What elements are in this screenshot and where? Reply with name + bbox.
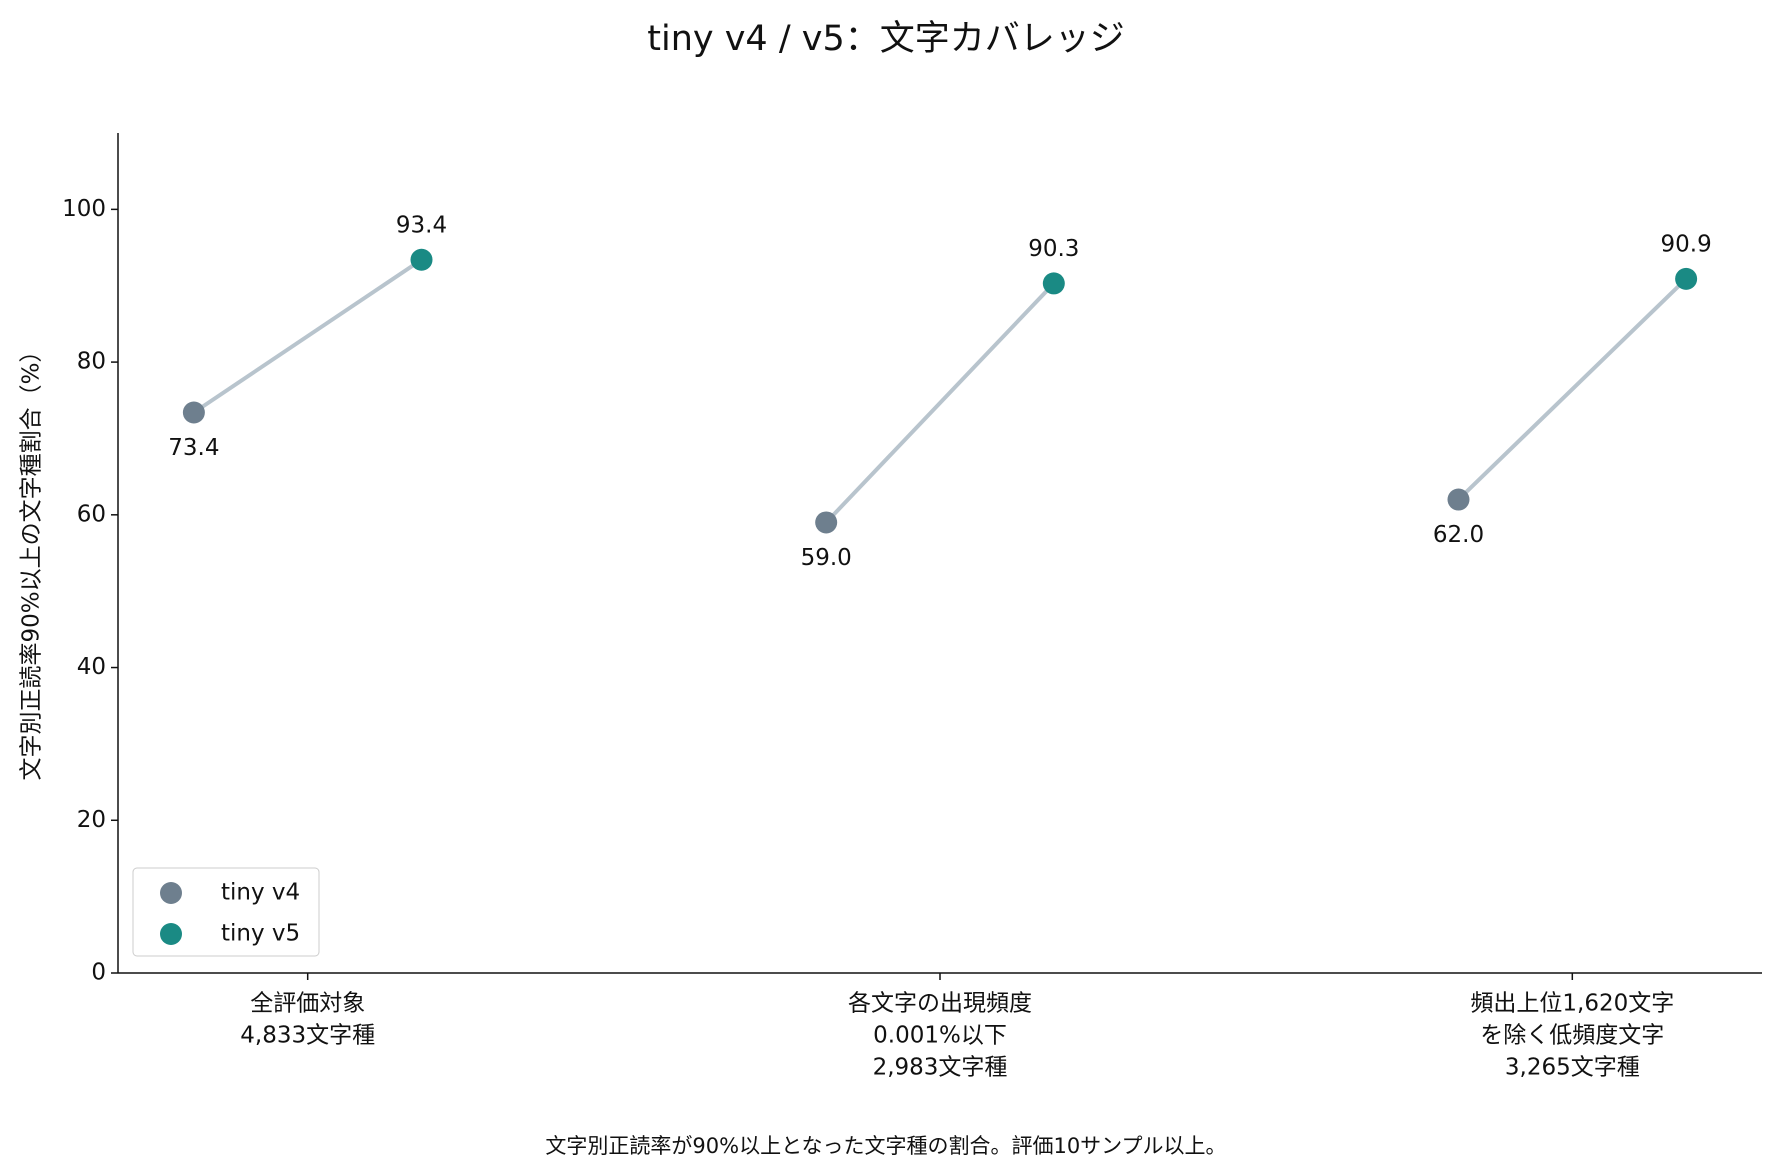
value-label: 62.0 — [1433, 522, 1484, 548]
value-label: 73.4 — [168, 435, 219, 461]
legend-label: tiny v5 — [221, 921, 300, 947]
y-tick-label: 20 — [77, 807, 106, 833]
y-axis-label: 文字別正読率90%以上の文字種割合（%） — [19, 340, 45, 781]
x-tick-label: を除く低頻度文字 — [1480, 1023, 1664, 1049]
legend-label: tiny v4 — [221, 880, 300, 906]
value-label: 90.3 — [1028, 236, 1079, 262]
dot — [182, 401, 205, 424]
y-tick-label: 100 — [62, 196, 106, 222]
x-tick-label: 0.001%以下 — [873, 1023, 1007, 1049]
x-tick-label: 2,983文字種 — [873, 1055, 1008, 1081]
dot — [410, 248, 433, 271]
dot — [1447, 488, 1470, 511]
footnote: 文字別正読率が90%以上となった文字種の割合。評価10サンプル以上。 — [545, 1134, 1226, 1158]
dot — [1042, 272, 1065, 295]
y-tick-label: 80 — [77, 349, 106, 375]
connector — [1457, 277, 1688, 501]
x-tick-label: 3,265文字種 — [1505, 1055, 1640, 1081]
value-label: 59.0 — [801, 545, 852, 571]
dot — [1675, 267, 1698, 290]
value-label: 93.4 — [396, 212, 447, 238]
value-label: 90.9 — [1661, 231, 1712, 257]
x-tick-label: 頻出上位1,620文字 — [1470, 991, 1674, 1017]
y-tick-label: 60 — [77, 501, 106, 527]
connector — [824, 282, 1056, 524]
x-tick-label: 全評価対象 — [250, 991, 365, 1017]
x-tick-label: 4,833文字種 — [240, 1023, 375, 1049]
dot — [815, 511, 838, 534]
connector — [192, 258, 423, 415]
y-tick-label: 40 — [77, 654, 106, 680]
chart-title: tiny v4 / v5：文字カバレッジ — [647, 19, 1124, 59]
x-tick-label: 各文字の出現頻度 — [848, 991, 1032, 1017]
legend-marker — [160, 923, 182, 945]
legend-marker — [160, 882, 182, 904]
y-tick-label: 0 — [91, 960, 106, 986]
